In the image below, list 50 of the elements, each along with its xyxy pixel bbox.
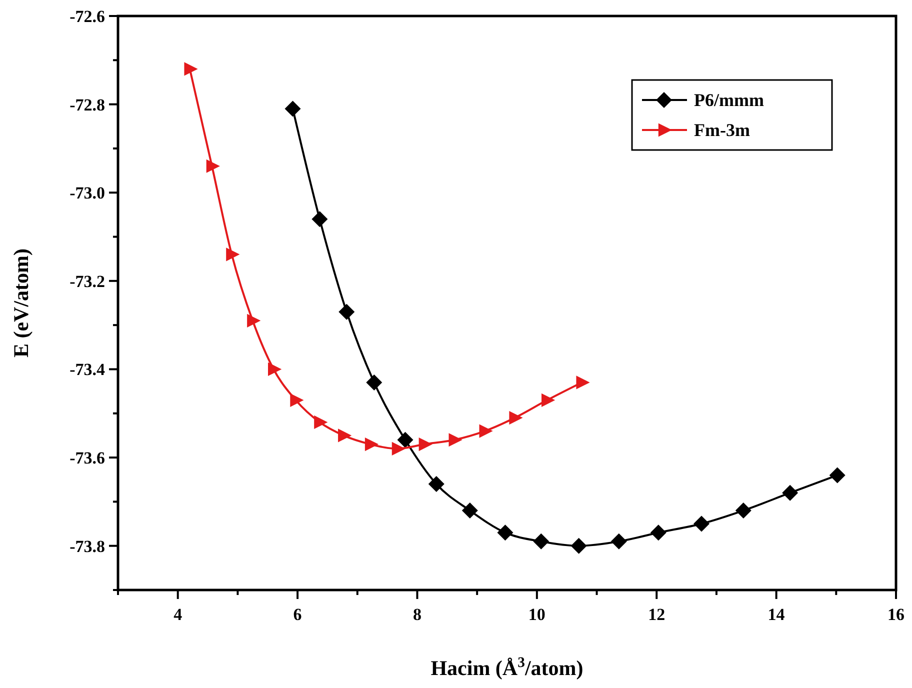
point: [650, 524, 666, 541]
point: [397, 432, 414, 448]
point: [576, 376, 590, 390]
point: [610, 533, 627, 550]
y-tick-label: -73.4: [70, 360, 106, 380]
x-tick-label: 10: [528, 605, 546, 624]
point: [497, 524, 514, 541]
point: [392, 442, 406, 456]
y-axis-title: E (eV/atom): [9, 248, 33, 358]
point: [570, 538, 587, 554]
point: [428, 476, 444, 492]
point: [479, 424, 493, 438]
point: [290, 393, 304, 407]
point: [226, 248, 240, 262]
y-tick-label: -73.6: [70, 448, 105, 468]
y-tick-label: -73.2: [70, 272, 105, 291]
y-tick-label: -73.0: [70, 184, 105, 203]
point: [694, 516, 710, 532]
point: [338, 304, 355, 320]
x-tick-label: 8: [412, 605, 422, 624]
point: [206, 159, 220, 173]
point: [829, 467, 846, 484]
point: [533, 533, 550, 550]
legend-label: P6/mmm: [694, 90, 764, 110]
y-tick-label: -72.8: [70, 95, 105, 114]
point: [184, 62, 198, 76]
point: [247, 314, 261, 328]
point: [312, 211, 328, 228]
point: [284, 100, 301, 117]
point: [782, 484, 798, 501]
point: [448, 433, 462, 447]
point: [338, 428, 352, 442]
point: [509, 411, 523, 425]
x-axis-title: Hacim (Å$^{3}$/atom): [430, 655, 584, 680]
y-tick-label: -73.8: [70, 536, 105, 556]
point: [364, 437, 379, 452]
point: [541, 393, 556, 407]
legend-label: Fm-3m: [694, 120, 750, 140]
x-tick-label: 16: [888, 605, 904, 624]
x-tick-label: 4: [174, 605, 183, 624]
point: [366, 374, 382, 390]
x-tick-label: 12: [648, 605, 666, 624]
x-tick-label: 6: [293, 605, 302, 624]
y-tick-label: -72.6: [70, 7, 105, 26]
point: [314, 415, 328, 430]
point: [735, 502, 752, 519]
point: [418, 437, 432, 452]
x-tick-label: 14: [768, 605, 786, 624]
point: [462, 502, 478, 519]
point: [268, 362, 282, 376]
